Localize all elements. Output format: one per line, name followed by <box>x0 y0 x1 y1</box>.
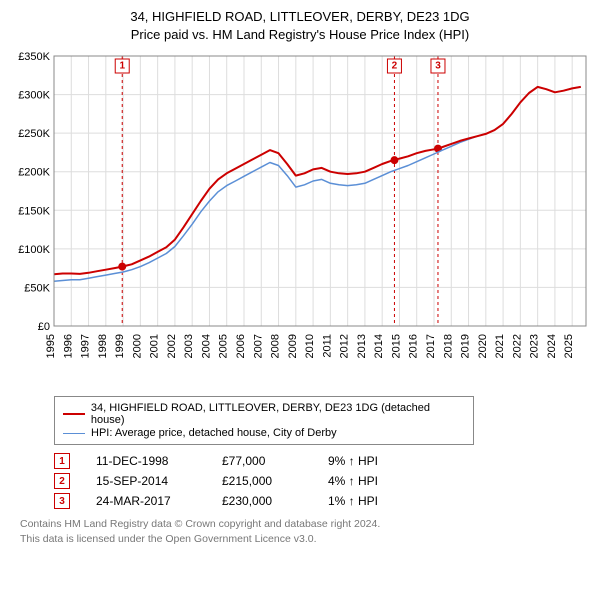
x-tick-label: 2015 <box>390 334 402 358</box>
legend-row: 34, HIGHFIELD ROAD, LITTLEOVER, DERBY, D… <box>63 402 465 426</box>
x-tick-label: 2019 <box>460 334 472 358</box>
x-tick-label: 1995 <box>45 334 57 358</box>
event-row: 1 11-DEC-1998 £77,000 9% ↑ HPI <box>54 453 590 469</box>
x-tick-label: 2003 <box>183 334 195 358</box>
event-date: 24-MAR-2017 <box>96 494 196 508</box>
y-tick-label: £0 <box>38 321 50 333</box>
x-tick-label: 1999 <box>114 334 126 358</box>
event-price: £215,000 <box>222 474 302 488</box>
y-tick-label: £150K <box>18 206 50 218</box>
x-tick-label: 2005 <box>218 334 230 358</box>
footer-line-2: This data is licensed under the Open Gov… <box>20 532 590 546</box>
title-line-1: 34, HIGHFIELD ROAD, LITTLEOVER, DERBY, D… <box>10 8 590 26</box>
y-tick-label: £350K <box>18 51 50 63</box>
event-badge-number: 1 <box>119 61 125 72</box>
x-tick-label: 2020 <box>477 334 489 358</box>
y-tick-label: £100K <box>18 244 50 256</box>
event-date: 11-DEC-1998 <box>96 454 196 468</box>
event-delta: 4% ↑ HPI <box>328 474 378 488</box>
x-tick-label: 2016 <box>408 334 420 358</box>
x-tick-label: 2021 <box>494 334 506 358</box>
event-row-badge: 3 <box>54 493 70 509</box>
x-tick-label: 2010 <box>304 334 316 358</box>
x-tick-label: 2004 <box>200 334 212 358</box>
y-tick-label: £50K <box>24 283 50 295</box>
legend-label: HPI: Average price, detached house, City… <box>91 427 337 439</box>
x-tick-label: 2009 <box>287 334 299 358</box>
footer-attribution: Contains HM Land Registry data © Crown c… <box>20 517 590 545</box>
event-badge-number: 2 <box>392 61 398 72</box>
legend-swatch <box>63 433 85 434</box>
x-tick-label: 2011 <box>321 334 333 358</box>
event-row: 3 24-MAR-2017 £230,000 1% ↑ HPI <box>54 493 590 509</box>
legend-label: 34, HIGHFIELD ROAD, LITTLEOVER, DERBY, D… <box>91 402 465 426</box>
x-tick-label: 2007 <box>252 334 264 358</box>
x-tick-label: 2012 <box>339 334 351 358</box>
chart-area: £0 £50K £100K £150K £200K £250K £300K £350K 1995… <box>10 50 590 390</box>
x-tick-label: 1997 <box>80 334 92 358</box>
event-row: 2 15-SEP-2014 £215,000 4% ↑ HPI <box>54 473 590 489</box>
x-tick-label: 2000 <box>131 334 143 358</box>
x-tick-label: 2018 <box>442 334 454 358</box>
event-price: £77,000 <box>222 454 302 468</box>
x-tick-label: 2002 <box>166 334 178 358</box>
event-badge-number: 3 <box>435 61 441 72</box>
event-price: £230,000 <box>222 494 302 508</box>
x-tick-label: 2014 <box>373 334 385 358</box>
x-tick-label: 2022 <box>511 334 523 358</box>
event-delta: 1% ↑ HPI <box>328 494 378 508</box>
x-tick-label: 2001 <box>149 334 161 358</box>
event-delta: 9% ↑ HPI <box>328 454 378 468</box>
x-tick-label: 2024 <box>546 334 558 358</box>
x-tick-label: 2008 <box>270 334 282 358</box>
title-line-2: Price paid vs. HM Land Registry's House … <box>10 26 590 44</box>
chart-title-block: 34, HIGHFIELD ROAD, LITTLEOVER, DERBY, D… <box>10 8 590 44</box>
legend-swatch <box>63 413 85 415</box>
x-tick-label: 1996 <box>62 334 74 358</box>
y-tick-label: £300K <box>18 90 50 102</box>
price-chart-svg: £0 £50K £100K £150K £200K £250K £300K £350K 1995… <box>10 50 590 390</box>
event-date: 15-SEP-2014 <box>96 474 196 488</box>
y-tick-label: £250K <box>18 129 50 141</box>
x-tick-label: 1998 <box>97 334 109 358</box>
x-tick-label: 2013 <box>356 334 368 358</box>
y-tick-label: £200K <box>18 167 50 179</box>
event-row-badge: 1 <box>54 453 70 469</box>
events-table: 1 11-DEC-1998 £77,000 9% ↑ HPI 2 15-SEP-2014 £… <box>54 453 590 509</box>
event-row-badge: 2 <box>54 473 70 489</box>
x-tick-label: 2017 <box>425 334 437 358</box>
x-tick-label: 2025 <box>563 334 575 358</box>
legend: 34, HIGHFIELD ROAD, LITTLEOVER, DERBY, D… <box>54 396 474 445</box>
footer-line-1: Contains HM Land Registry data © Crown c… <box>20 517 590 531</box>
x-tick-label: 2006 <box>235 334 247 358</box>
x-tick-label: 2023 <box>529 334 541 358</box>
legend-row: HPI: Average price, detached house, City… <box>63 427 465 439</box>
